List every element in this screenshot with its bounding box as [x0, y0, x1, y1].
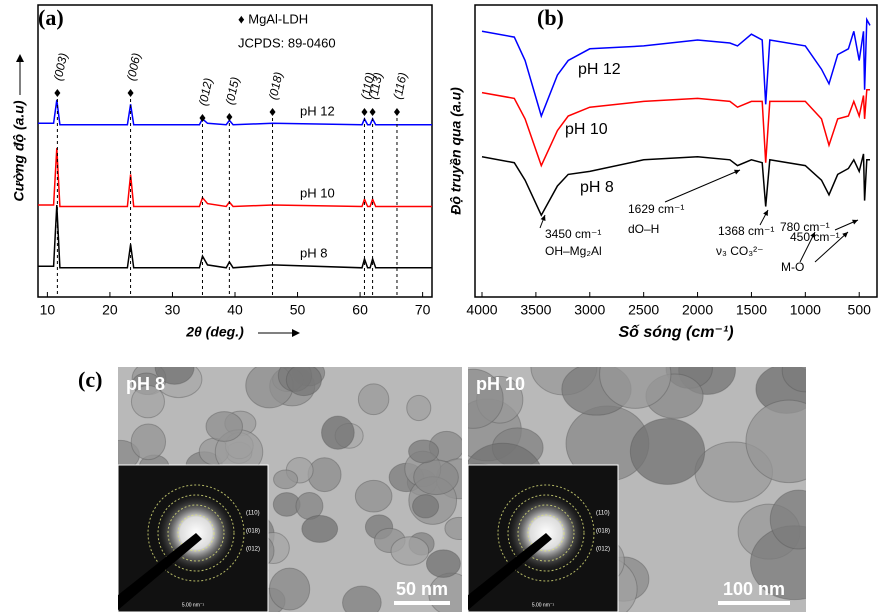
annotation-arrow [665, 170, 740, 202]
series-line [482, 20, 870, 116]
particle [308, 458, 341, 492]
series-label: pH 12 [300, 103, 335, 118]
x-tick-label: 20 [102, 302, 118, 318]
reflection-label: (006) [124, 52, 144, 82]
particle [630, 419, 704, 485]
annotation: 1629 cm⁻¹ [628, 202, 684, 216]
particle [409, 440, 439, 463]
figure: 10 20 30 40 50 60 70 pH 12 pH 10 pH 8 (a) 2θ (deg.)… [0, 0, 885, 615]
particle [600, 340, 671, 408]
scale-bar-label: 100 nm [723, 579, 785, 599]
x-tick-label: 2500 [628, 302, 659, 318]
y-axis-label: Cường độ (a.u) [11, 100, 27, 201]
annotation: ν₃ CO₃²⁻ [716, 244, 763, 258]
x-tick-label: 60 [352, 302, 368, 318]
panel-label: (c) [78, 367, 102, 392]
x-arrow-head [292, 329, 300, 337]
reflection-marker [394, 108, 400, 116]
x-axis-label: 2θ (deg.) [185, 324, 244, 340]
reflection-label: (012) [196, 77, 216, 107]
series-label: pH 10 [300, 185, 335, 200]
series-line [482, 90, 870, 166]
x-tick-label: 1000 [790, 302, 821, 318]
reflection-label: (116) [391, 71, 410, 100]
x-tick-label: 30 [165, 302, 181, 318]
x-axis-label: Số sóng (cm⁻¹) [618, 324, 733, 341]
y-arrow-head [16, 54, 24, 62]
tem-image: (110) (018) (012) 5.00 nm⁻¹ pH 10 100 nm [443, 339, 839, 615]
annotation: OH–Mg₂Al [545, 244, 602, 258]
reflection-marker [270, 108, 276, 116]
x-tick-label: 3000 [574, 302, 605, 318]
series-label: pH 10 [565, 121, 608, 138]
saed-scale: 5.00 nm⁻¹ [182, 602, 205, 608]
reflection-label: (015) [223, 76, 243, 106]
saed-label: (018) [246, 529, 260, 535]
x-tick-label: 10 [40, 302, 56, 318]
particle [322, 416, 355, 449]
tem-caption: pH 8 [126, 374, 165, 394]
reflection-label: (018) [266, 71, 286, 101]
particle [426, 550, 460, 578]
scale-bar-label: 50 nm [396, 579, 448, 599]
particle [302, 516, 338, 543]
particle [286, 364, 321, 395]
series-label: pH 8 [300, 245, 327, 260]
particle [274, 470, 298, 489]
series-label: pH 8 [580, 179, 614, 196]
reflection-marker [54, 89, 60, 97]
annotation: 1368 cm⁻¹ [718, 224, 774, 238]
particle [413, 495, 439, 518]
particle [770, 490, 827, 549]
legend-text: JCPDS: 89-0460 [238, 35, 336, 50]
particle [358, 384, 388, 415]
reflection-marker [226, 113, 232, 121]
tem-image: (110) (018) (012) 5.00 nm⁻¹ pH 8 50 nm [101, 350, 481, 615]
saed-label: (018) [596, 529, 610, 535]
x-tick-label: 2000 [682, 302, 713, 318]
particle [407, 395, 431, 420]
annotation: dO–H [628, 222, 659, 236]
panel-label: (b) [537, 5, 564, 30]
panel-label: (a) [38, 5, 64, 30]
x-tick-label: 3500 [520, 302, 551, 318]
particle [414, 460, 459, 495]
legend-text: ♦ MgAl-LDH [238, 11, 308, 26]
saed-label: (110) [246, 511, 260, 517]
particle [782, 349, 829, 392]
x-tick-label: 50 [290, 302, 306, 318]
saed-label: (012) [246, 547, 260, 553]
particle [391, 537, 429, 565]
x-tick-label: 40 [227, 302, 243, 318]
particle [343, 586, 382, 615]
tem-caption: pH 10 [476, 374, 525, 394]
reflection-label: (003) [51, 52, 71, 82]
reflection-marker [370, 108, 376, 116]
reflection-marker [361, 108, 367, 116]
particle [269, 568, 309, 610]
saed-scale: 5.00 nm⁻¹ [532, 602, 555, 608]
x-tick-label: 4000 [466, 302, 497, 318]
series-label: pH 12 [578, 61, 621, 78]
particle [355, 480, 392, 512]
scale-bar [718, 601, 790, 605]
annotation: 3450 cm⁻¹ [545, 227, 601, 241]
x-tick-label: 70 [415, 302, 431, 318]
plot-frame [475, 5, 877, 297]
annotation: M-O [781, 260, 804, 274]
saed-label: (110) [596, 511, 610, 517]
scale-bar [394, 601, 450, 605]
particle [746, 400, 832, 483]
particle [206, 412, 243, 442]
y-axis-label: Độ truyền qua (a.u) [448, 87, 464, 215]
saed-label: (012) [596, 547, 610, 553]
x-tick-label: 500 [848, 302, 872, 318]
reflection-marker [128, 89, 134, 97]
particle [131, 424, 165, 460]
x-tick-label: 1500 [736, 302, 767, 318]
